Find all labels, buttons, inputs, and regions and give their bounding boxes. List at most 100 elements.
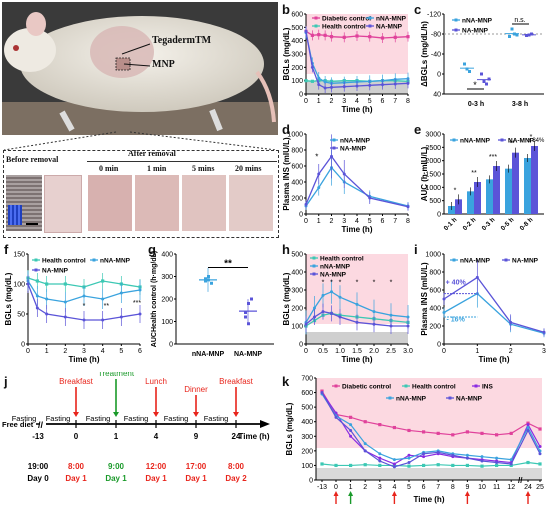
k-health-point-1 <box>334 463 338 468</box>
k-na-point-4 <box>378 459 382 463</box>
d-ytick-5: 1000 <box>287 132 303 139</box>
b-xtick-1: 1 <box>317 98 321 105</box>
g-dot-0-1 <box>207 275 210 278</box>
k-xtick-9: 8 <box>451 484 455 491</box>
h-ylabel: BGLs (mg/dL) <box>282 272 291 325</box>
h-xlabel: Time (h) <box>342 355 373 364</box>
k-legend-0: nNA-MNP <box>396 396 427 403</box>
i-legend-marker-1 <box>504 258 508 262</box>
chart-e: 0 500 1000 1500 2000 2500 3000 AUC (h·mIU/L) * 0-… <box>420 132 545 233</box>
k-xtick-14: 24 <box>524 484 532 491</box>
i-legend-marker-0 <box>452 258 456 262</box>
k-series-health <box>321 461 541 467</box>
c-ytick-4: -120 <box>427 12 441 19</box>
e-ytick-1: 500 <box>429 198 441 205</box>
d-xtick-6: 6 <box>381 218 385 225</box>
c-group-0: 0-3 h <box>468 101 484 108</box>
e-bar-na-1 <box>474 182 481 214</box>
f-xtick-1: 1 <box>45 348 49 355</box>
chart-c: 40 0 -40 -80 -120 ΔBGLs (mg/dL/h) 0-3 h 3-8 h * n… <box>420 12 544 108</box>
c-dot-2-0 <box>508 35 511 38</box>
b-health-point-0 <box>304 79 308 83</box>
j-event-head-4 <box>233 412 239 417</box>
c-dot-2-3 <box>515 33 519 37</box>
d-series-nna <box>305 166 409 207</box>
g-sig: ** <box>224 258 232 269</box>
k-event-head-4 <box>525 491 531 496</box>
k-event-head-1 <box>348 491 354 496</box>
time-label-2: 5 mins <box>192 164 215 173</box>
k-legend-marker-0 <box>334 384 338 388</box>
j-fasting-1: Fasting <box>46 414 71 423</box>
c-dot-1-2 <box>485 82 488 86</box>
k-na-point-10 <box>465 456 469 460</box>
e-group-0: 0-1 h <box>443 216 459 232</box>
k-xtick-4: 3 <box>378 484 382 491</box>
c-legend-marker-1 <box>454 28 458 32</box>
i-ytick-1: 200 <box>429 324 441 331</box>
panel-label-g: g <box>148 242 156 257</box>
k-health-point-14 <box>526 460 530 465</box>
e-ytick-4: 2000 <box>425 158 441 165</box>
b-xtick-7: 7 <box>393 98 397 105</box>
time-label-3: 20 mins <box>235 164 262 173</box>
e-bar-nna-3 <box>505 168 512 214</box>
j-fasting-0: Fasting <box>12 414 37 423</box>
g-dot-1-2 <box>250 297 253 301</box>
d-ylabel: Plasma INS (mIU/L) <box>282 137 291 211</box>
g-ytick-3: 300 <box>161 274 173 281</box>
k-diabetic-point-15 <box>538 427 542 431</box>
mnp-stain <box>8 205 22 225</box>
k-health-point-8 <box>436 463 440 467</box>
f-ytick-1: 50 <box>17 312 25 319</box>
k-health-point-15 <box>538 462 542 466</box>
k-na-point-15 <box>538 452 542 456</box>
h-legend-marker-1 <box>312 264 316 268</box>
k-xtick-2: 1 <box>349 484 353 491</box>
f-sig-1: ** <box>104 303 110 310</box>
j-tick-1: 0 <box>74 432 79 441</box>
c-legend-marker-0 <box>454 18 458 22</box>
k-diabetic-point-9 <box>451 433 455 437</box>
k-health-point-0 <box>320 462 324 466</box>
j-clock-5: 8:00 <box>228 462 245 471</box>
h-xtick-6: 3.0 <box>403 348 413 355</box>
f-sig-2: *** <box>133 300 141 307</box>
j-day-4: Day 1 <box>185 474 207 483</box>
f-ytick-2: 100 <box>13 282 25 289</box>
j-clock-4: 17:00 <box>186 462 207 471</box>
k-legend-marker-1 <box>404 384 408 388</box>
b-legend-marker-0 <box>314 16 318 20</box>
k-xtick-7: 6 <box>422 484 426 491</box>
k-legend-marker-2 <box>474 384 478 388</box>
j-free-diet: Free diet <box>2 420 34 429</box>
f-xlabel: Time (h) <box>69 355 100 364</box>
j-tick-5: 24 <box>232 432 241 441</box>
k-na-point-13 <box>509 462 513 466</box>
f-xtick-2: 2 <box>63 348 67 355</box>
j-fasting-5: Fasting <box>204 414 229 423</box>
b-xlabel: Time (h) <box>342 105 373 114</box>
c-dot-0-1 <box>465 67 469 71</box>
b-legend-1: nNA-MNP <box>376 16 407 23</box>
b-health-point-1 <box>310 79 314 83</box>
c-ylabel: ΔBGLs (mg/dL/h) <box>420 21 429 87</box>
f-series-na <box>27 283 141 321</box>
k-nna-point-11 <box>480 455 484 459</box>
f-legend-0: Health control <box>42 258 86 265</box>
b-ytick-0: 0 <box>299 92 303 99</box>
k-ytick-1: 100 <box>301 463 313 470</box>
skin-5min <box>182 175 226 231</box>
c-ytick-1: 0 <box>437 72 441 79</box>
g-group-0: nNA-MNP <box>192 351 225 358</box>
k-event-head-3 <box>464 491 470 496</box>
k-nna-point-13 <box>509 458 513 462</box>
k-nna-point-4 <box>378 452 382 456</box>
b-xtick-3: 3 <box>342 98 346 105</box>
k-ins-point-14 <box>526 423 530 427</box>
e-legend-1: NA-MNP <box>508 138 535 145</box>
h-xtick-5: 2.5 <box>386 348 396 355</box>
j-fasting-3: Fasting <box>124 414 149 423</box>
e-group-1: 0-2 h <box>462 216 478 232</box>
